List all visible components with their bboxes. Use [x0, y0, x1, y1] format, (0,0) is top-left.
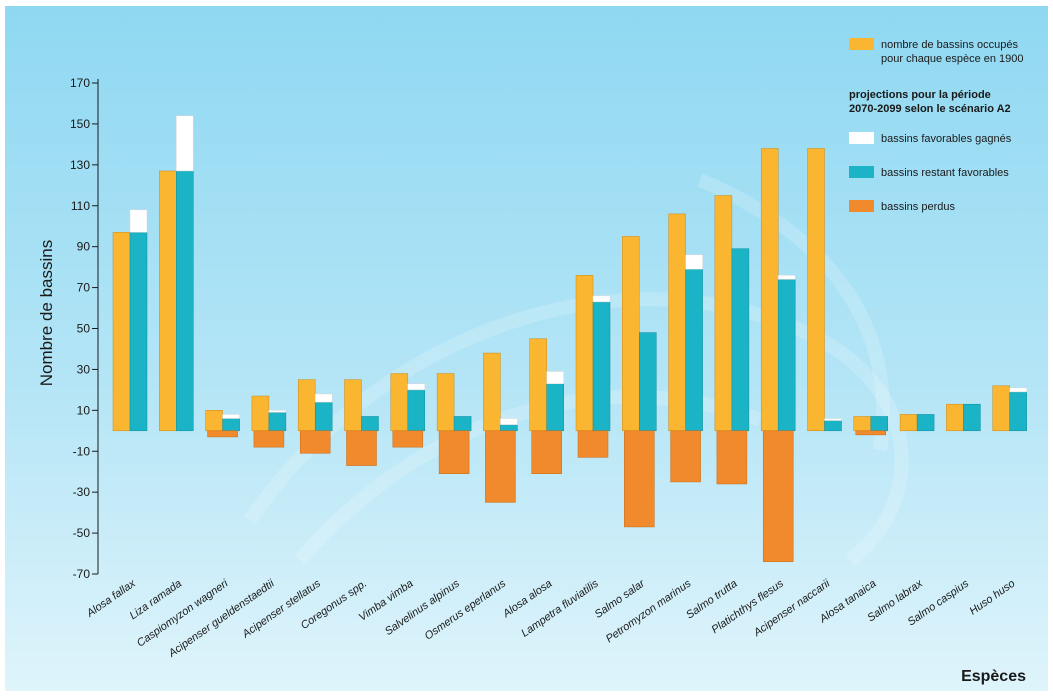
legend-label-remaining: bassins restant favorables — [881, 167, 1009, 179]
y-tick-label: -10 — [73, 444, 91, 458]
bar-occupied — [575, 275, 594, 432]
y-tick-label: 170 — [70, 76, 90, 90]
legend: nombre de bassins occupés pour chaque es… — [849, 38, 1024, 213]
bar-lost — [438, 430, 470, 475]
y-tick-label: 150 — [70, 117, 90, 131]
y-tick-label: 130 — [70, 158, 90, 172]
bar-remaining — [1009, 391, 1027, 432]
y-tick-label: 50 — [77, 322, 91, 336]
bar-occupied — [344, 379, 362, 432]
y-tick-label: 70 — [77, 281, 91, 295]
bar-lost — [346, 430, 377, 466]
bar-occupied — [714, 195, 733, 432]
legend-swatch-lost — [849, 200, 874, 212]
bar-occupied — [622, 236, 640, 432]
bar-lost — [670, 430, 701, 483]
bar-remaining — [685, 268, 703, 432]
bar-remaining — [546, 383, 564, 432]
legend-swatch-remaining — [849, 166, 874, 178]
y-tick-label: 110 — [71, 199, 90, 213]
bar-remaining — [870, 416, 889, 432]
bar-gained — [1009, 387, 1027, 393]
bar-occupied — [946, 403, 964, 432]
bar-occupied — [529, 338, 547, 432]
legend-swatch-gained — [849, 132, 874, 144]
bar-lost — [577, 430, 609, 458]
legend-swatch-occupied — [849, 38, 874, 50]
bar-remaining — [176, 170, 194, 432]
bar-remaining — [963, 403, 981, 432]
bar-gained — [500, 418, 518, 425]
y-tick-label: 90 — [77, 240, 91, 254]
bar-remaining — [129, 232, 148, 432]
bar-remaining — [500, 424, 518, 432]
bar-occupied — [853, 416, 872, 432]
bar-lost — [253, 430, 285, 448]
legend-label-gained: bassins favorables gagnés — [881, 133, 1012, 145]
bar-occupied — [297, 379, 316, 432]
bar-remaining — [777, 279, 796, 432]
bar-remaining — [407, 389, 426, 432]
bar-occupied — [483, 352, 501, 432]
bar-lost — [624, 430, 655, 528]
bar-gained — [546, 371, 564, 384]
y-tick-label: -50 — [73, 526, 91, 540]
bar-lost — [762, 430, 794, 562]
bar-remaining — [314, 401, 333, 432]
bar-remaining — [824, 420, 842, 432]
y-tick-label: 10 — [77, 403, 91, 417]
bar-remaining — [453, 416, 472, 432]
bar-remaining — [222, 418, 240, 432]
bar-gained — [176, 115, 194, 172]
bar-lost — [485, 430, 516, 503]
bar-occupied — [205, 410, 223, 432]
bar-occupied — [112, 232, 131, 432]
bar-gained — [314, 393, 333, 403]
bar-remaining — [592, 301, 611, 432]
bar-occupied — [251, 395, 270, 432]
y-tick-label: -70 — [73, 567, 91, 581]
bar-occupied — [390, 373, 409, 432]
bar-lost — [207, 430, 238, 438]
x-axis-label: Espèces — [961, 668, 1026, 685]
bar-remaining — [916, 414, 935, 432]
bar-occupied — [807, 148, 825, 432]
bar-lost — [392, 430, 424, 448]
bar-occupied — [992, 385, 1010, 432]
bar-gained — [592, 295, 611, 303]
bar-remaining — [268, 412, 287, 432]
bar-lost — [531, 430, 562, 475]
bar-gained — [268, 410, 287, 413]
bar-gained — [777, 275, 796, 280]
bar-occupied — [760, 148, 779, 432]
bar-gained — [824, 418, 842, 421]
bar-occupied — [159, 170, 177, 432]
bar-occupied — [436, 373, 455, 432]
bar-occupied — [899, 414, 918, 432]
legend-label-lost: bassins perdus — [881, 201, 955, 213]
y-tick-label: -30 — [73, 485, 91, 499]
bar-gained — [407, 383, 426, 391]
legend-label-occupied: nombre de bassins occupés pour chaque es… — [881, 39, 1024, 65]
y-tick-label: 30 — [77, 362, 91, 376]
bar-gained — [129, 209, 148, 233]
bar-lost — [716, 430, 748, 485]
bar-remaining — [731, 248, 750, 432]
legend-projection-title: projections pour la période 2070-2099 se… — [849, 89, 1011, 115]
bar-lost — [855, 430, 887, 436]
y-axis-label: Nombre de bassins — [37, 240, 56, 386]
bar-gained — [685, 254, 703, 270]
bar-remaining — [361, 416, 379, 432]
bar-remaining — [639, 332, 657, 432]
bar-lost — [299, 430, 331, 454]
bar-gained — [222, 414, 240, 419]
bar-occupied — [668, 213, 686, 432]
